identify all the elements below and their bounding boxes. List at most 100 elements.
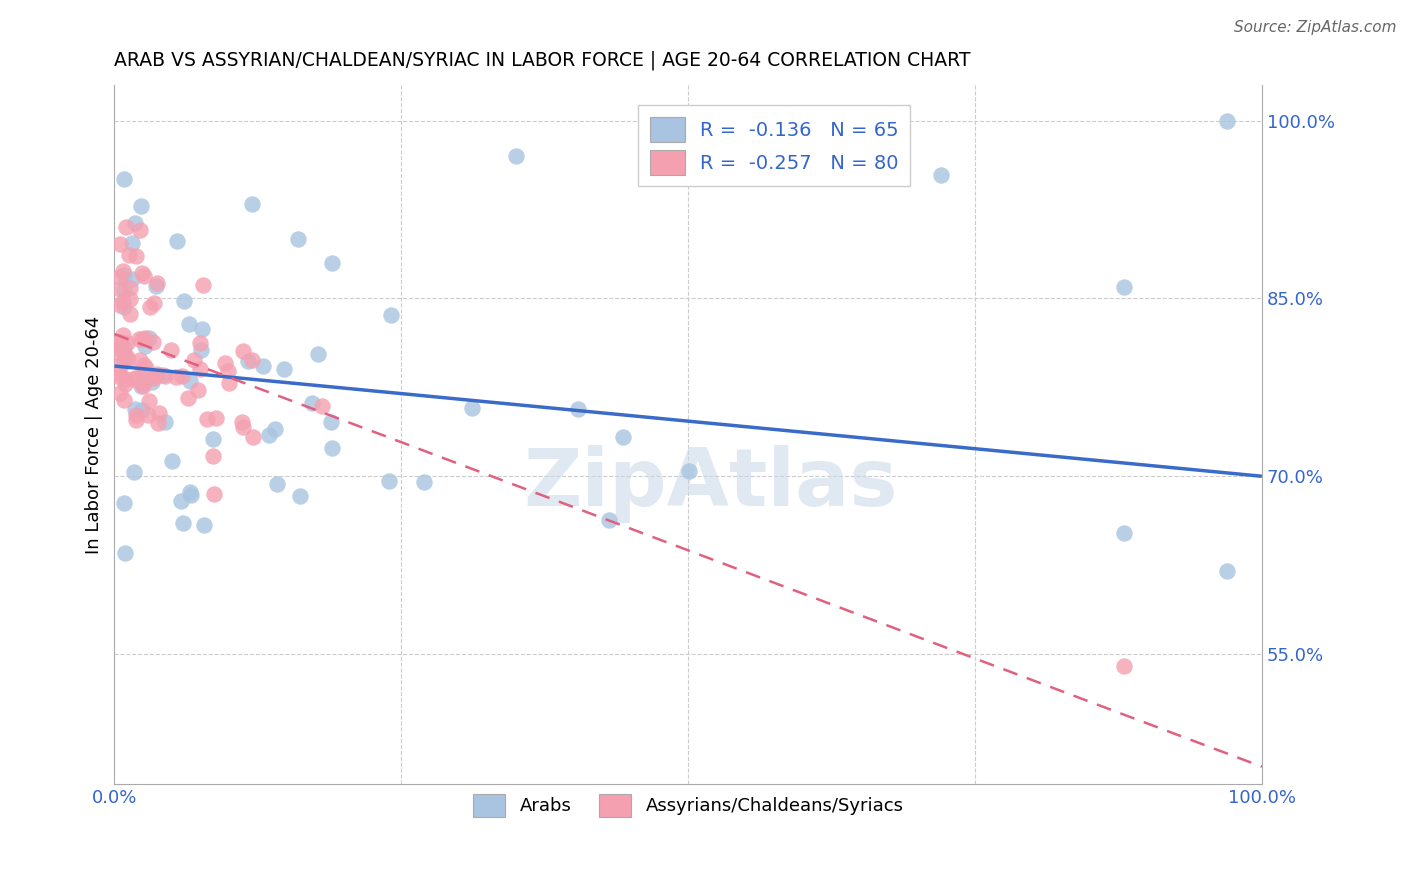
Point [135,360,157,375]
Point [301,396,323,410]
Point [138,393,160,408]
Point [112,344,135,359]
Point [108,282,131,296]
Point [236,354,259,368]
Point [179,374,201,388]
Point [108,298,131,312]
Point [190,343,212,358]
Point [108,269,131,284]
Point [108,345,131,359]
Point [108,334,131,349]
Point [124,371,146,385]
Point [218,376,240,390]
Point [132,379,155,393]
Point [108,370,131,384]
Point [145,279,167,293]
Point [142,371,165,385]
Point [231,415,253,429]
Point [598,513,620,527]
Point [117,248,139,262]
Point [128,332,150,346]
Point [112,172,135,186]
Point [413,475,436,489]
Point [112,283,135,297]
Point [128,353,150,368]
Point [124,402,146,417]
Point [205,411,228,425]
Point [170,368,193,383]
Point [188,361,211,376]
Point [643,161,665,175]
Point [252,359,274,373]
Point [124,413,146,427]
Point [139,300,162,314]
Point [166,234,188,248]
Point [134,331,156,345]
Point [160,454,183,468]
Point [115,336,138,351]
Point [138,330,160,344]
Point [148,406,170,420]
Point [180,488,202,502]
Point [153,415,176,429]
Point [567,402,589,417]
Point [131,332,153,346]
Point [132,268,155,283]
Point [132,359,155,373]
Point [142,296,165,310]
Point [179,485,201,500]
Point [112,300,135,314]
Point [311,400,333,414]
Point [159,343,181,357]
Point [124,408,146,422]
Point [142,368,165,383]
Point [112,392,135,407]
Point [380,308,402,322]
Point [141,376,163,390]
Point [505,149,527,163]
Point [202,487,225,501]
Point [1114,659,1136,673]
Point [232,344,254,359]
Point [108,367,131,381]
Point [172,516,194,530]
Point [266,476,288,491]
Point [129,199,152,213]
Point [146,416,169,430]
Point [114,349,136,363]
Point [201,449,224,463]
Point [108,237,131,252]
Point [259,427,281,442]
Point [612,430,634,444]
Point [461,401,484,415]
Point [242,430,264,444]
Point [111,327,134,342]
Point [214,356,236,370]
Point [191,322,214,336]
Legend: Arabs, Assyrians/Chaldeans/Syriacs: Arabs, Assyrians/Chaldeans/Syriacs [465,787,911,824]
Point [264,422,287,436]
Point [118,307,141,321]
Point [188,335,211,350]
Point [108,334,131,349]
Point [378,475,401,489]
Point [111,293,134,308]
Point [121,235,143,250]
Point [125,249,148,263]
Point [112,340,135,354]
Point [183,352,205,367]
Point [187,383,209,397]
Point [136,408,159,422]
Point [136,371,159,385]
Text: ARAB VS ASSYRIAN/CHALDEAN/SYRIAC IN LABOR FORCE | AGE 20-64 CORRELATION CHART: ARAB VS ASSYRIAN/CHALDEAN/SYRIAC IN LABO… [114,51,972,70]
Point [131,376,153,391]
Point [240,353,263,368]
Point [240,196,263,211]
Point [287,232,309,246]
Point [1114,279,1136,293]
Point [131,379,153,393]
Point [132,365,155,379]
Point [134,339,156,353]
Point [115,372,138,386]
Point [1216,113,1239,128]
